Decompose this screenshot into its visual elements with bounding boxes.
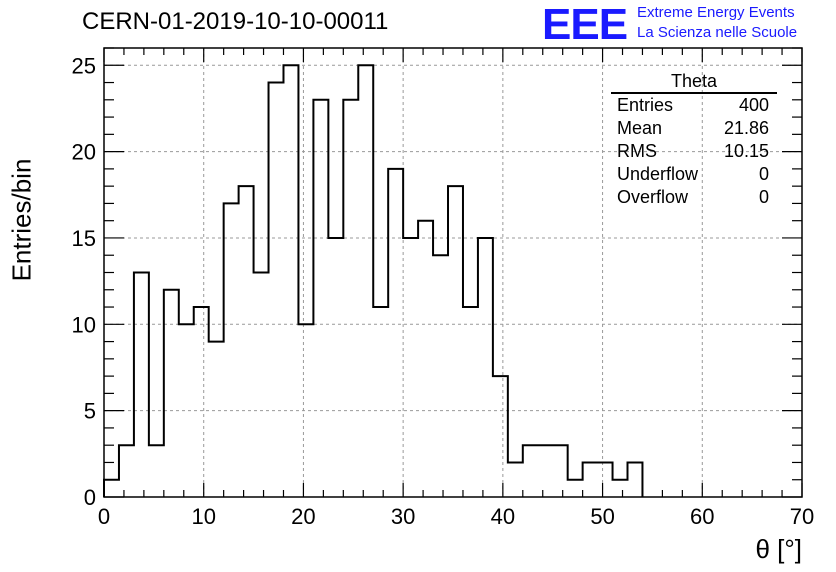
histogram-bin <box>433 255 448 497</box>
histogram-bin <box>598 462 613 497</box>
histogram-bin <box>613 480 628 497</box>
plot-frame <box>103 47 803 498</box>
stats-label: Mean <box>617 118 663 138</box>
histogram-bin <box>568 480 583 497</box>
x-tick-label: 30 <box>391 504 415 529</box>
x-tick-label: 40 <box>491 504 515 529</box>
stats-value: 0 <box>758 187 769 207</box>
stats-row-rms: RMS 10.15 <box>611 140 777 163</box>
histogram-bin <box>583 462 598 497</box>
histogram-bin <box>418 221 433 497</box>
histogram-bin <box>239 186 254 497</box>
histogram-bin <box>269 83 284 497</box>
logo-line-1: Extreme Energy Events <box>637 4 795 21</box>
stats-rows: Entries 400 Mean 21.86 RMS 10.15 Underflow 0 Ove… <box>611 94 777 209</box>
histogram-bin <box>508 462 523 497</box>
histogram-bin <box>313 100 328 497</box>
eee-logo: EEE <box>542 0 628 49</box>
histogram-bin <box>538 445 553 497</box>
histogram-bin <box>358 65 373 497</box>
histogram-bin <box>388 169 403 497</box>
x-tick-label: 0 <box>98 504 110 529</box>
histogram-bin <box>149 445 164 497</box>
histogram-bin <box>463 307 478 497</box>
stats-row-underflow: Underflow 0 <box>611 163 777 186</box>
y-tick-label: 0 <box>84 485 96 510</box>
logo-line-2: La Scienza nelle Scuole <box>637 24 798 41</box>
histogram-bin <box>628 462 643 497</box>
histogram-bin <box>119 445 134 497</box>
histogram-bin <box>209 342 224 497</box>
histogram-bin <box>194 307 209 497</box>
y-tick-label: 15 <box>72 226 96 251</box>
histogram-bin <box>283 65 298 497</box>
histogram-series <box>103 64 644 497</box>
x-tick-label: 70 <box>790 504 814 529</box>
stats-value: 10.15 <box>723 141 769 161</box>
histogram-bin <box>104 480 119 497</box>
histogram-bin <box>403 238 418 497</box>
stats-title: Theta <box>611 70 777 94</box>
chart-title: CERN-01-2019-10-10-00011 <box>82 8 389 35</box>
histogram-bin <box>478 238 493 497</box>
stats-value: 400 <box>738 95 769 115</box>
histogram-bin <box>373 307 388 497</box>
y-tick-label: 5 <box>84 399 96 424</box>
histogram-bin <box>134 273 149 498</box>
histogram-bin <box>298 324 313 497</box>
x-tick-label: 60 <box>690 504 714 529</box>
y-tick-label: 25 <box>72 53 96 78</box>
histogram-bin <box>553 445 568 497</box>
histogram-bin <box>254 273 269 498</box>
stats-value: 0 <box>758 164 769 184</box>
y-tick-label: 20 <box>72 140 96 165</box>
histogram-bin <box>164 290 179 497</box>
stats-row-mean: Mean 21.86 <box>611 117 777 140</box>
histogram-bin <box>448 186 463 497</box>
x-tick-label: 50 <box>590 504 614 529</box>
histogram-bin <box>343 100 358 497</box>
histogram-bin <box>523 445 538 497</box>
histogram-bin <box>493 376 508 497</box>
x-tick-label: 20 <box>291 504 315 529</box>
stats-label: Entries <box>617 95 674 115</box>
histogram-bin <box>328 238 343 497</box>
y-tick-label: 10 <box>72 312 96 337</box>
stats-row-overflow: Overflow 0 <box>611 186 777 209</box>
x-axis-label: θ [°] <box>755 534 802 564</box>
stats-label: Overflow <box>617 187 689 207</box>
x-tick-label: 10 <box>191 504 215 529</box>
stats-label: Underflow <box>617 164 699 184</box>
stats-label: RMS <box>617 141 657 161</box>
stats-value: 21.86 <box>723 118 769 138</box>
stats-box: Theta Entries 400 Mean 21.86 RMS 10.15 Underfl… <box>611 70 777 209</box>
histogram-bin <box>179 324 194 497</box>
histogram-bin <box>224 203 239 497</box>
stats-row-entries: Entries 400 <box>611 94 777 117</box>
